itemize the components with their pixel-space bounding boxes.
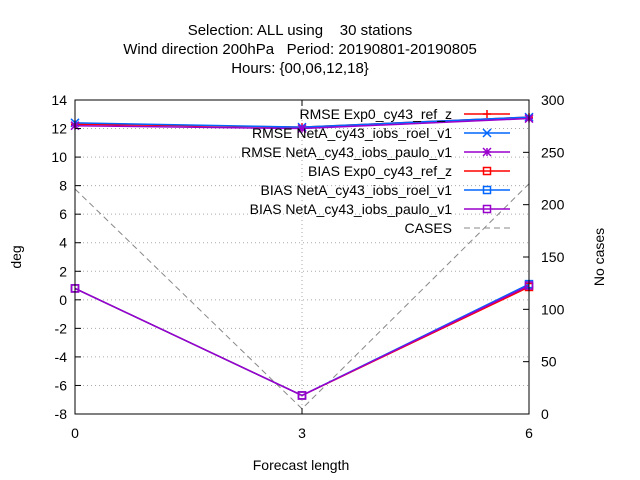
legend: RMSE Exp0_cy43_ref_z RMSE NetA_cy43_iobs_… (241, 106, 510, 236)
y2-tick-label: 0 (541, 406, 549, 422)
data-point (482, 185, 492, 195)
legend-label: CASES (405, 220, 452, 236)
data-point (483, 110, 491, 118)
y-tick-label: -4 (55, 349, 68, 365)
y2-tick-label: 200 (541, 197, 565, 213)
y-axis-label: deg (8, 245, 24, 268)
y2-tick-label: 100 (541, 301, 565, 317)
y-tick-label: 2 (59, 263, 67, 279)
series-line-3 (74, 286, 530, 397)
marker-stroke (297, 124, 307, 134)
marker-square (482, 185, 492, 195)
x-tick-label: 6 (525, 425, 533, 441)
marker-stroke (482, 128, 492, 138)
marker-square (297, 391, 307, 400)
y-tick-label: 0 (59, 292, 67, 308)
data-point (482, 204, 492, 214)
x-tick-label: 0 (71, 425, 79, 441)
x-axis-label: Forecast length (253, 457, 350, 473)
legend-label: RMSE NetA_cy43_iobs_paulo_v1 (241, 144, 452, 160)
y-tick-label: -2 (55, 320, 68, 336)
y-tick-label: 4 (59, 235, 67, 251)
legend-label: BIAS Exp0_cy43_ref_z (308, 163, 452, 179)
y-tick-label: 14 (51, 92, 67, 108)
y2-tick-label: 250 (541, 144, 565, 160)
data-point (297, 124, 307, 134)
y-tick-label: 6 (59, 206, 67, 222)
y-tick-label: -6 (55, 377, 68, 393)
y2-tick-label: 150 (541, 249, 565, 265)
marker-stroke (482, 147, 492, 157)
legend-label: RMSE Exp0_cy43_ref_z (299, 106, 452, 122)
grid (75, 100, 529, 414)
y2-tick-label: 50 (541, 354, 557, 370)
legend-label: RMSE NetA_cy43_iobs_roel_v1 (252, 125, 452, 141)
chart-title-line-2: Wind direction 200hPa Period: 20190801-2… (123, 41, 477, 58)
data-point (482, 166, 492, 176)
y-tick-label: 12 (51, 121, 67, 137)
series-line-5 (74, 284, 530, 397)
chart-title-line-1: Selection: ALL using 30 stations (188, 22, 413, 39)
x-tick-label: 3 (298, 425, 306, 441)
y2-tick-label: 300 (541, 92, 565, 108)
marker-square (482, 204, 492, 214)
y-tick-label: 8 (59, 178, 67, 194)
legend-label: BIAS NetA_cy43_iobs_paulo_v1 (250, 201, 453, 217)
legend-label: BIAS NetA_cy43_iobs_roel_v1 (261, 182, 453, 198)
data-point (297, 391, 307, 400)
data-point (482, 147, 492, 157)
y-tick-label: 10 (51, 149, 67, 165)
y-tick-label: -8 (55, 406, 68, 422)
data-point (482, 128, 492, 138)
marker-square (482, 166, 492, 176)
chart-title-line-3: Hours: {00,06,12,18} (231, 60, 369, 77)
y2-axis-label: No cases (591, 228, 607, 286)
